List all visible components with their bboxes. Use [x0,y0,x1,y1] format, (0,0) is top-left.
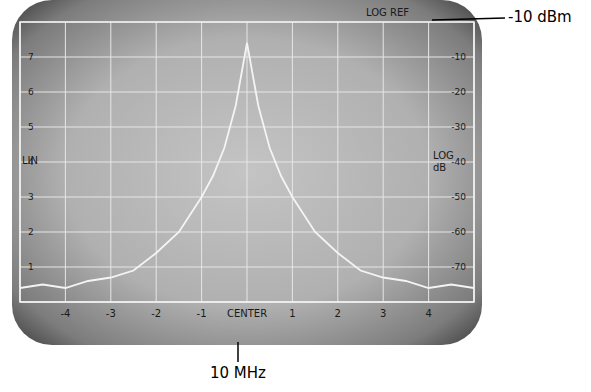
svg-text:-50: -50 [451,192,466,202]
svg-text:-40: -40 [451,157,466,168]
svg-text:6: 6 [28,87,34,97]
svg-text:4: 4 [425,308,431,319]
html-text:LIN: LIN [22,155,38,166]
svg-text:7: 7 [28,52,34,62]
html-text:LOG: LOG [433,150,454,161]
svg-text:-20: -20 [451,87,466,97]
svg-text:-10: -10 [451,52,466,62]
svg-text:-3: -3 [106,308,116,319]
svg-text:-1: -1 [197,308,207,319]
svg-text:CENTER: CENTER [227,308,267,319]
svg-text:1: 1 [28,262,34,272]
svg-text:3: 3 [380,308,386,319]
svg-text:3: 3 [28,192,34,202]
html-text:dB: dB [433,162,447,173]
svg-text:-60: -60 [451,227,466,237]
html-text:LOG REF: LOG REF [366,7,409,18]
svg-text:2: 2 [28,227,34,237]
svg-text:1: 1 [289,308,295,319]
svg-text:-70: -70 [451,262,466,272]
html-text:10 MHz: 10 MHz [210,364,266,382]
html-text:-10 dBm: -10 dBm [508,8,572,26]
svg-text:2: 2 [335,308,341,319]
svg-text:5: 5 [28,122,34,132]
svg-text:-30: -30 [451,122,466,132]
svg-text:-4: -4 [60,308,70,319]
svg-text:-2: -2 [151,308,161,319]
